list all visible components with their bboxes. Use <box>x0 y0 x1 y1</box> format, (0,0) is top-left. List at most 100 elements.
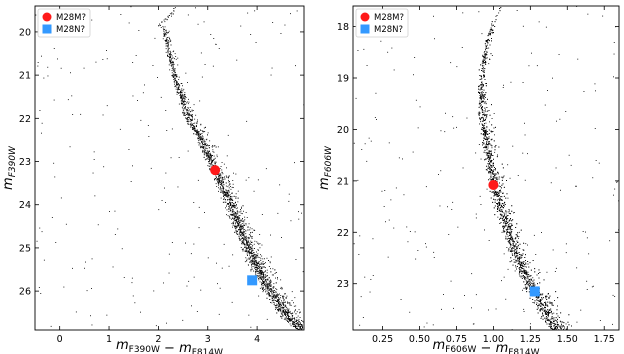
star-point <box>170 57 171 58</box>
star-point <box>200 145 202 147</box>
star-point <box>243 225 244 227</box>
star-point <box>270 302 271 303</box>
star-point <box>242 218 243 220</box>
field-star-point <box>158 209 160 211</box>
star-point <box>236 220 237 222</box>
star-point <box>284 317 286 319</box>
star-point <box>483 85 484 87</box>
star-point <box>499 195 500 196</box>
star-point <box>273 301 275 303</box>
star-point <box>547 315 549 317</box>
star-point <box>559 326 561 328</box>
star-point <box>247 226 249 228</box>
star-point <box>485 158 487 160</box>
star-point <box>240 230 241 231</box>
star-point <box>487 41 489 43</box>
star-point <box>254 261 256 263</box>
star-point <box>295 313 297 315</box>
star-point <box>272 298 273 299</box>
star-point <box>506 231 508 232</box>
star-point <box>489 30 491 32</box>
star-point <box>521 262 522 264</box>
star-point <box>261 268 263 269</box>
star-point <box>250 240 252 242</box>
star-point <box>223 196 224 197</box>
star-point <box>478 69 480 71</box>
star-point <box>550 302 552 304</box>
star-point <box>274 294 276 296</box>
star-point <box>255 254 256 256</box>
star-point <box>540 305 542 307</box>
star-point <box>273 295 275 297</box>
star-point <box>258 271 260 273</box>
star-point <box>538 305 540 307</box>
star-point <box>490 27 492 29</box>
star-point <box>185 103 187 105</box>
star-point <box>185 97 187 98</box>
star-point <box>293 317 295 319</box>
star-point <box>251 261 253 263</box>
star-point <box>270 268 271 270</box>
star-point <box>487 144 488 145</box>
star-point <box>261 267 263 268</box>
star-point <box>494 177 495 179</box>
star-point <box>174 78 176 80</box>
star-point <box>288 318 290 319</box>
star-point <box>276 300 277 302</box>
star-point <box>485 122 487 124</box>
star-point <box>478 85 480 87</box>
star-point <box>177 84 179 86</box>
star-point <box>488 153 490 154</box>
star-point <box>183 114 185 116</box>
star-point <box>210 156 212 158</box>
star-point <box>228 195 230 196</box>
star-point <box>252 249 254 251</box>
star-point <box>211 155 213 156</box>
field-star-point <box>259 234 261 235</box>
star-point <box>200 130 202 131</box>
star-point <box>270 289 272 291</box>
star-point <box>521 270 523 272</box>
star-point <box>177 88 179 90</box>
star-point <box>165 31 167 33</box>
star-point <box>291 316 293 318</box>
star-point <box>523 276 524 278</box>
star-point <box>567 321 569 323</box>
star-point <box>502 203 504 205</box>
star-point <box>491 23 493 25</box>
star-point <box>536 302 538 304</box>
star-point <box>248 253 250 255</box>
star-point <box>267 283 269 285</box>
star-point <box>261 272 263 273</box>
star-point <box>235 205 237 207</box>
star-point <box>277 295 279 297</box>
star-point <box>272 294 274 296</box>
star-point <box>158 25 160 27</box>
star-point <box>501 206 503 208</box>
star-point <box>224 193 226 195</box>
star-point <box>174 70 176 72</box>
star-point <box>240 225 241 227</box>
star-point <box>178 83 179 84</box>
star-point <box>221 185 223 187</box>
star-point <box>540 306 542 307</box>
star-point <box>261 244 263 246</box>
star-point <box>496 179 498 181</box>
field-star-point <box>245 223 247 224</box>
star-point <box>486 141 487 143</box>
star-point <box>557 324 559 326</box>
star-point <box>491 138 493 140</box>
star-point <box>490 130 492 132</box>
star-point <box>286 307 288 308</box>
star-point <box>262 291 264 293</box>
star-point <box>256 261 257 263</box>
star-point <box>232 206 234 208</box>
star-point <box>168 44 169 46</box>
field-star-point <box>39 227 41 229</box>
star-point <box>551 316 553 318</box>
star-point <box>170 52 172 53</box>
star-point <box>247 227 249 228</box>
star-point <box>306 330 307 331</box>
star-point <box>282 311 284 313</box>
star-point <box>298 321 299 323</box>
